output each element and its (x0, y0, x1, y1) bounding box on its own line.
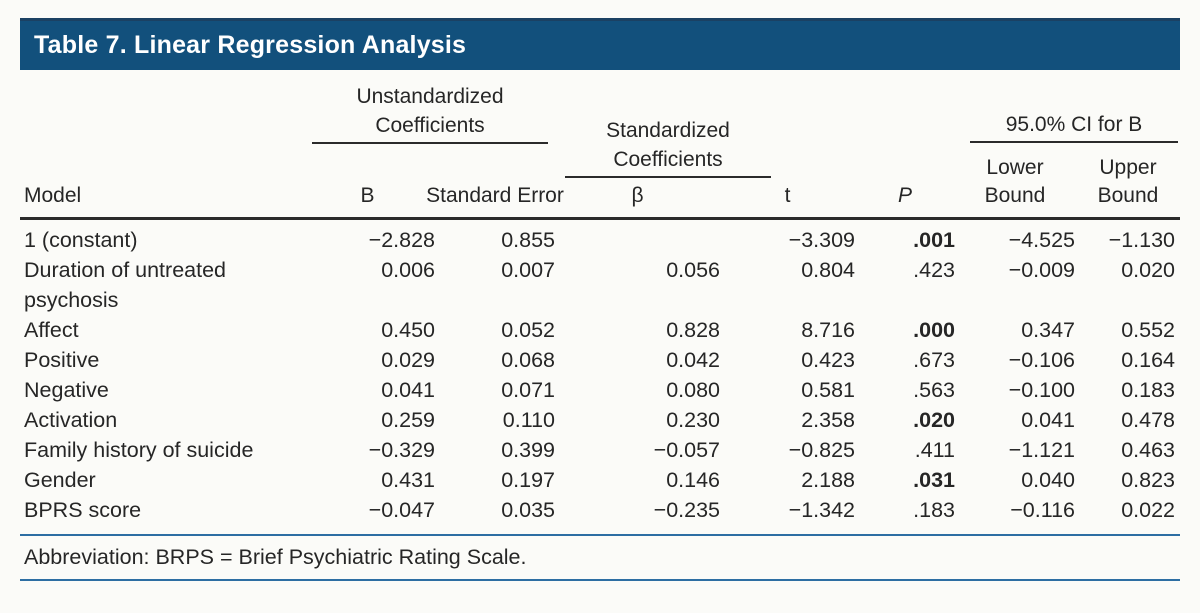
cell-lower-bound: −0.116 (1010, 498, 1075, 522)
cell-lower-bound: −0.106 (1008, 348, 1075, 372)
cell-p: .020 (913, 408, 955, 432)
cell-model: 1 (constant) (24, 228, 138, 252)
cell-beta: 0.056 (666, 258, 720, 282)
cell-b: 0.431 (381, 468, 435, 492)
cell-b: −2.828 (368, 228, 435, 252)
cell-b: −0.329 (368, 438, 435, 462)
column-header-upper-bound: Upper Bound (1097, 156, 1159, 207)
column-header-t: t (784, 184, 791, 207)
column-header-model: Model (24, 184, 82, 207)
cell-std-error: 0.035 (501, 498, 555, 522)
cell-std-error: 0.197 (501, 468, 555, 492)
cell-b: 0.450 (381, 318, 435, 342)
cell-upper-bound: 0.164 (1121, 348, 1175, 372)
cell-p: .031 (913, 468, 955, 492)
cell-beta: 0.080 (666, 378, 720, 402)
cell-p: .183 (913, 498, 955, 522)
cell-p: .673 (913, 348, 955, 372)
cell-beta: 0.230 (666, 408, 720, 432)
cell-beta: 0.828 (666, 318, 720, 342)
cell-p: .563 (913, 378, 955, 402)
cell-t: 8.716 (801, 318, 855, 342)
table-row: 1 (constant) −2.828 0.855 −3.309 .001 −4… (20, 225, 1180, 255)
cell-p: .000 (913, 318, 955, 342)
cell-p: .411 (914, 438, 955, 462)
footnote-bottom-rule (20, 579, 1180, 581)
cell-upper-bound: 0.463 (1121, 438, 1175, 462)
table-row: Activation 0.259 0.110 0.230 2.358 .020 … (20, 405, 1180, 435)
cell-upper-bound: −1.130 (1108, 228, 1175, 252)
table-row: Family history of suicide −0.329 0.399 −… (20, 435, 1180, 465)
cell-beta: 0.042 (666, 348, 720, 372)
cell-upper-bound: 0.020 (1121, 258, 1175, 282)
cell-lower-bound: −0.009 (1008, 258, 1075, 282)
cell-p: .423 (913, 258, 955, 282)
cell-lower-bound: −1.121 (1008, 438, 1075, 462)
cell-std-error: 0.110 (502, 408, 555, 432)
group-header-standardized-coefficients: Standardized Coefficients (565, 116, 771, 178)
cell-lower-bound: −4.525 (1008, 228, 1075, 252)
cell-model: Negative (24, 378, 109, 402)
table-row: Gender 0.431 0.197 0.146 2.188 .031 0.04… (20, 465, 1180, 495)
cell-model: Duration of untreated psychosis (24, 258, 226, 312)
table-title: Table 7. Linear Regression Analysis (34, 31, 467, 59)
table-row: Positive 0.029 0.068 0.042 0.423 .673 −0… (20, 345, 1180, 375)
cell-model: BPRS score (24, 498, 142, 522)
cell-t: 0.423 (801, 348, 855, 372)
column-header-standard-error: Standard Error (426, 184, 564, 207)
cell-model: Affect (24, 318, 79, 342)
cell-b: 0.259 (381, 408, 435, 432)
group-header-ci-for-b: 95.0% CI for B (970, 110, 1178, 143)
cell-beta: −0.057 (653, 438, 720, 462)
cell-beta: −0.235 (653, 498, 720, 522)
cell-model: Positive (24, 348, 100, 372)
cell-std-error: 0.068 (501, 348, 555, 372)
table-header: Unstandardized Coefficients Standardized… (20, 70, 1180, 220)
cell-t: 2.188 (801, 468, 855, 492)
cell-t: 0.581 (801, 378, 855, 402)
cell-std-error: 0.007 (501, 258, 555, 282)
column-header-beta: β (631, 184, 644, 207)
cell-t: −3.309 (788, 228, 855, 252)
cell-lower-bound: 0.041 (1021, 408, 1075, 432)
cell-lower-bound: 0.040 (1021, 468, 1075, 492)
cell-lower-bound: −0.100 (1008, 378, 1075, 402)
cell-t: −1.342 (788, 498, 855, 522)
cell-upper-bound: 0.478 (1121, 408, 1175, 432)
column-header-b: B (360, 184, 375, 207)
cell-upper-bound: 0.552 (1121, 318, 1175, 342)
cell-t: 2.358 (801, 408, 855, 432)
table-sheet: Table 7. Linear Regression Analysis Unst… (20, 18, 1180, 581)
cell-b: 0.029 (381, 348, 435, 372)
cell-b: −0.047 (368, 498, 435, 522)
cell-t: 0.804 (801, 258, 855, 282)
abbreviation-footnote: Abbreviation: BRPS = Brief Psychiatric R… (24, 545, 527, 569)
cell-model: Gender (24, 468, 96, 492)
column-header-p: P (897, 184, 912, 207)
table-title-bar: Table 7. Linear Regression Analysis (20, 18, 1180, 70)
cell-model: Activation (24, 408, 118, 432)
cell-std-error: 0.855 (501, 228, 555, 252)
cell-upper-bound: 0.022 (1121, 498, 1175, 522)
table-row: Negative 0.041 0.071 0.080 0.581 .563 −0… (20, 375, 1180, 405)
cell-upper-bound: 0.823 (1121, 468, 1175, 492)
table-row: BPRS score −0.047 0.035 −0.235 −1.342 .1… (20, 495, 1180, 525)
table-body: 1 (constant) −2.828 0.855 −3.309 .001 −4… (20, 220, 1180, 534)
cell-std-error: 0.052 (501, 318, 555, 342)
cell-b: 0.006 (381, 258, 435, 282)
cell-std-error: 0.399 (501, 438, 555, 462)
cell-t: −0.825 (788, 438, 855, 462)
cell-upper-bound: 0.183 (1121, 378, 1175, 402)
cell-beta: 0.146 (666, 468, 720, 492)
cell-b: 0.041 (381, 378, 435, 402)
footnote-top-rule (20, 534, 1180, 536)
table-row: Affect 0.450 0.052 0.828 8.716 .000 0.34… (20, 315, 1180, 345)
cell-p: .001 (913, 228, 955, 252)
table-row: Duration of untreated psychosis 0.006 0.… (20, 255, 1180, 315)
cell-lower-bound: 0.347 (1021, 318, 1075, 342)
cell-model: Family history of suicide (24, 438, 254, 462)
column-header-lower-bound: Lower Bound (984, 156, 1046, 207)
group-header-unstandardized-coefficients: Unstandardized Coefficients (312, 82, 548, 144)
cell-std-error: 0.071 (501, 378, 555, 402)
